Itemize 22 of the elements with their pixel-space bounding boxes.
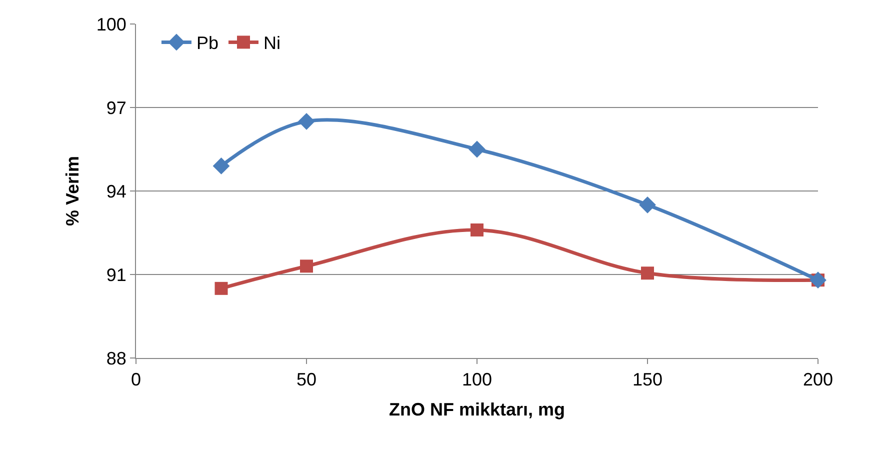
x-tick-label: 150 [632, 370, 663, 390]
y-tick-label: 91 [106, 264, 126, 285]
point [639, 196, 656, 214]
y-axis-title: % Verim [62, 156, 83, 226]
x-tick-label: 0 [130, 370, 142, 390]
point [300, 260, 313, 273]
legend-label: Ni [263, 33, 280, 54]
y-tick-label: 88 [106, 348, 126, 368]
point [641, 266, 654, 280]
point [468, 140, 486, 158]
point [214, 282, 228, 295]
x-tick-label: 50 [296, 370, 317, 390]
y-tick-label: 94 [106, 181, 126, 202]
y-tick-label: 97 [106, 98, 126, 118]
x-tick-label: 200 [802, 370, 834, 390]
point [298, 112, 315, 130]
point [470, 223, 484, 236]
x-tick-label: 100 [462, 370, 492, 390]
point [212, 158, 230, 174]
y-tick-label: 100 [96, 14, 126, 34]
x-axis-title: ZnO NF mikktarı, mg [388, 400, 566, 420]
legend-label: Pb [196, 33, 218, 54]
